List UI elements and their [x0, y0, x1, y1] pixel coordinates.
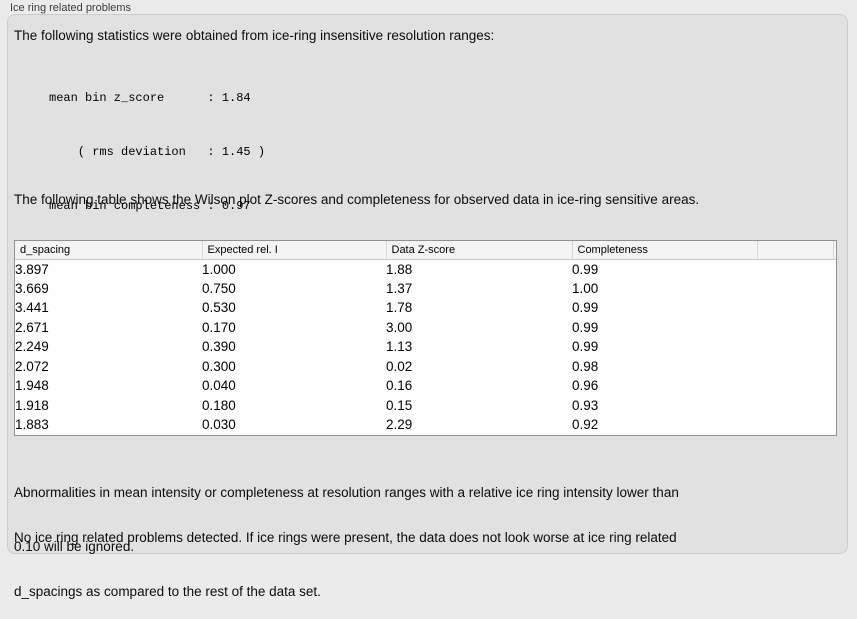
- table-row[interactable]: 3.669 0.750 1.37 1.00: [15, 280, 599, 296]
- stats-line-mean-z-score: mean bin z_score : 1.84: [49, 91, 251, 105]
- table-header-row: d_spacing Expected rel. I Data Z-score C…: [15, 241, 836, 260]
- intro-text: The following statistics were obtained f…: [14, 28, 495, 43]
- table-row[interactable]: 3.897 1.000 1.88 0.99: [15, 261, 599, 277]
- stats-line-mean-completeness: mean bin completeness : 0.97: [49, 199, 251, 213]
- panel-title: Ice ring related problems: [10, 2, 132, 14]
- ice-ring-table[interactable]: d_spacing Expected rel. I Data Z-score C…: [14, 240, 837, 436]
- conclusion-text: No ice ring related problems detected. I…: [14, 493, 677, 619]
- table-row[interactable]: 2.671 0.170 3.00 0.99: [15, 319, 599, 335]
- table-row[interactable]: 2.249 0.390 1.13 0.99: [15, 339, 599, 355]
- stats-line-z-rms-deviation: ( rms deviation : 1.45 ): [49, 145, 266, 159]
- column-header-d-spacing[interactable]: d_spacing: [15, 241, 203, 260]
- table-row[interactable]: 1.883 0.030 2.29 0.92: [15, 417, 599, 433]
- column-header-expected-rel-i[interactable]: Expected rel. I: [202, 241, 387, 260]
- table-row[interactable]: 1.918 0.180 0.15 0.93: [15, 397, 599, 413]
- table-row[interactable]: 1.948 0.040 0.16 0.96: [15, 378, 599, 394]
- column-header-filler: [833, 241, 836, 260]
- column-header-empty: [757, 241, 834, 260]
- description-line: The following table shows the Wilson plo…: [14, 192, 700, 207]
- ice-ring-table-grid: d_spacing Expected rel. I Data Z-score C…: [15, 241, 836, 435]
- conclusion-line: d_spacings as compared to the rest of th…: [14, 584, 321, 599]
- conclusion-line: No ice ring related problems detected. I…: [14, 530, 677, 545]
- column-header-completeness[interactable]: Completeness: [572, 241, 758, 260]
- column-header-data-z-score[interactable]: Data Z-score: [386, 241, 573, 260]
- table-row[interactable]: 2.072 0.300 0.02 0.98: [15, 358, 599, 374]
- table-row[interactable]: 3.441 0.530 1.78 0.99: [15, 300, 599, 316]
- note-line: Abnormalities in mean intensity or compl…: [14, 485, 679, 500]
